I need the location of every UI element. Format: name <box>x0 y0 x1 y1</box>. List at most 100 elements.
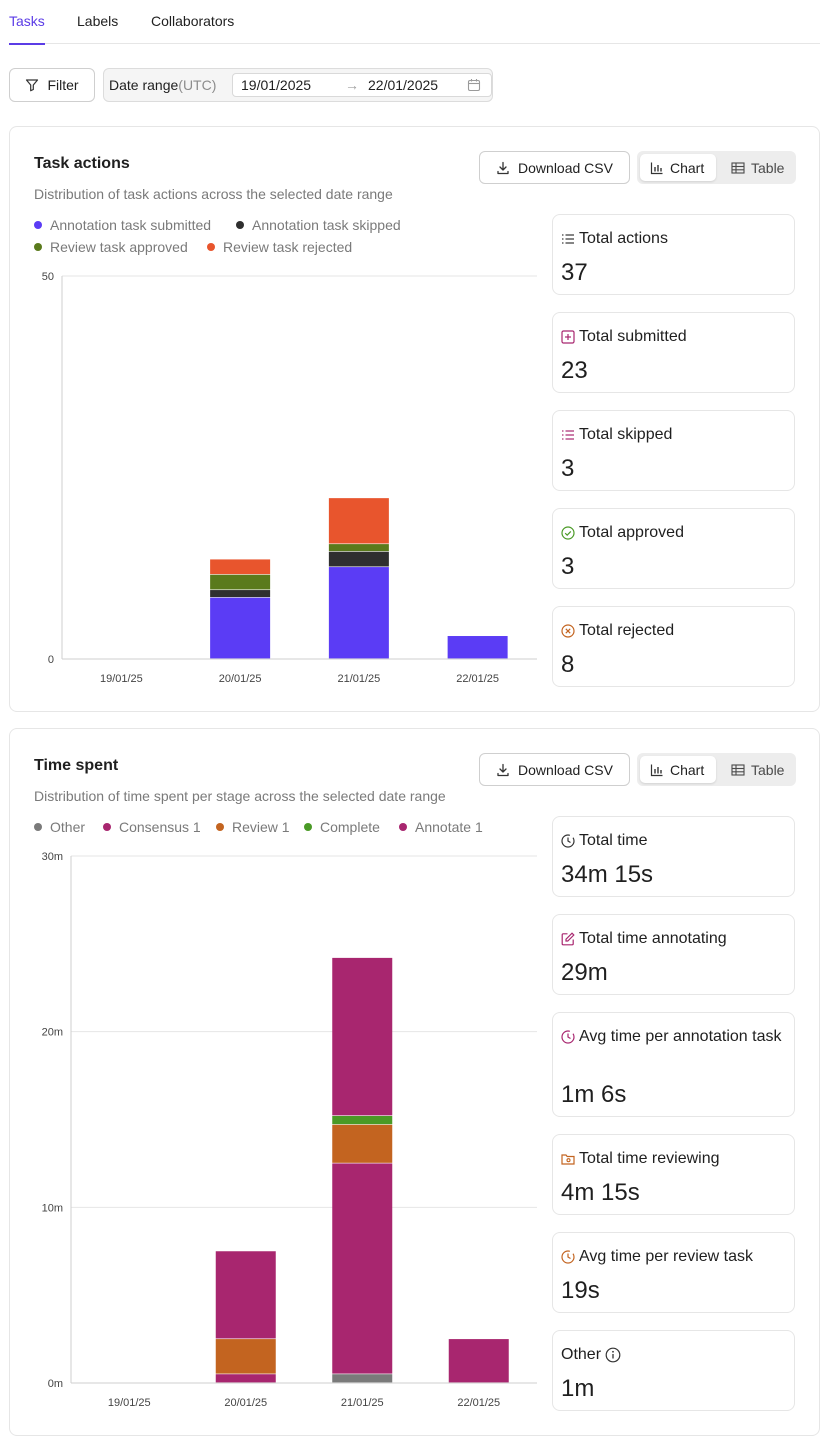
stat-label: Total time reviewing <box>579 1150 720 1167</box>
download-icon <box>497 763 509 776</box>
arrow-right-icon: → <box>345 77 359 93</box>
legend-dot <box>34 243 42 251</box>
stat-value: 3 <box>561 553 575 580</box>
stat-value: 4m 15s <box>561 1179 640 1206</box>
legend-item-complete[interactable]: Complete <box>304 819 380 835</box>
bar-segment[interactable] <box>210 590 271 598</box>
bar-chart-icon <box>650 162 663 174</box>
bar-segment[interactable] <box>332 957 393 1116</box>
legend-dot <box>103 823 111 831</box>
filter-icon <box>26 79 39 92</box>
bar-segment[interactable] <box>210 574 271 590</box>
legend-label: Other <box>50 819 86 835</box>
stat-value: 8 <box>561 651 575 678</box>
task-actions-card: Task actions Distribution of task action… <box>9 126 820 712</box>
date-to-input[interactable]: 22/01/2025 <box>368 77 439 93</box>
plus-square-icon <box>561 330 575 344</box>
stat-total-time-annotating: Total time annotating 29m <box>552 914 795 995</box>
bar-segment[interactable] <box>210 559 271 575</box>
legend-dot <box>304 823 312 831</box>
stat-label: Total submitted <box>579 328 687 345</box>
legend-label: Complete <box>320 819 380 835</box>
stat-value: 23 <box>561 357 588 384</box>
x-tick-label: 22/01/25 <box>456 673 499 685</box>
y-tick-label: 0m <box>48 1378 63 1390</box>
bar-segment[interactable] <box>328 567 389 659</box>
bar-segment[interactable] <box>215 1251 276 1339</box>
stat-total-skipped: Total skipped 3 <box>552 410 795 491</box>
check-circle-icon <box>561 526 575 540</box>
legend-label: Annotate 1 <box>415 819 483 835</box>
bar-segment[interactable] <box>332 1163 393 1374</box>
clock-icon <box>561 1030 575 1044</box>
x-tick-label: 19/01/25 <box>100 673 143 685</box>
legend-item-annotate-1[interactable]: Annotate 1 <box>399 819 483 835</box>
info-icon[interactable] <box>605 1347 621 1363</box>
date-from-input[interactable]: 19/01/2025 <box>241 77 312 93</box>
legend-label: Annotation task submitted <box>50 217 212 233</box>
bar-segment[interactable] <box>210 597 271 659</box>
tab-tasks[interactable]: Tasks <box>9 13 45 45</box>
stat-value: 3 <box>561 455 575 482</box>
bar-segment[interactable] <box>332 1115 393 1125</box>
bar-segment[interactable] <box>332 1374 393 1383</box>
legend-item-annotation-submitted[interactable]: Annotation task submitted <box>34 217 211 233</box>
filter-label: Filter <box>47 77 79 93</box>
bar-segment[interactable] <box>215 1374 276 1383</box>
table-view-label: Table <box>751 761 785 778</box>
chart-view-button[interactable]: Chart <box>640 756 716 783</box>
legend-item-other[interactable]: Other <box>34 819 85 835</box>
tab-collaborators[interactable]: Collaborators <box>151 13 235 29</box>
stat-total-time: Total time 34m 15s <box>552 816 795 897</box>
download-csv-label: Download CSV <box>518 761 613 778</box>
bar-segment[interactable] <box>215 1339 276 1374</box>
task-actions-title: Task actions <box>34 155 130 172</box>
legend-item-consensus-1[interactable]: Consensus 1 <box>103 819 201 835</box>
legend-label: Review task rejected <box>223 239 353 255</box>
bar-segment[interactable] <box>332 1124 393 1163</box>
calendar-icon[interactable] <box>467 78 481 92</box>
legend-dot <box>399 823 407 831</box>
x-tick-label: 22/01/25 <box>457 1397 500 1409</box>
table-view-button[interactable]: Table <box>721 154 794 181</box>
task-actions-view-toggle: Chart Table <box>637 151 796 184</box>
table-view-button[interactable]: Table <box>721 756 794 783</box>
bar-segment[interactable] <box>448 1339 509 1383</box>
legend-item-annotation-skipped[interactable]: Annotation task skipped <box>236 217 401 233</box>
stat-avg-time-per-review-task: Avg time per review task 19s <box>552 1232 795 1313</box>
stat-value: 19s <box>561 1277 600 1304</box>
chart-view-label: Chart <box>670 159 705 176</box>
tab-labels[interactable]: Labels <box>77 13 119 29</box>
edit-icon <box>561 932 575 946</box>
legend-item-review-approved[interactable]: Review task approved <box>34 239 188 255</box>
stat-total-submitted: Total submitted 23 <box>552 312 795 393</box>
bar-segment[interactable] <box>328 544 389 552</box>
time-spent-download-csv-button[interactable]: Download CSV <box>479 753 630 786</box>
list-icon <box>562 234 574 244</box>
stat-value: 1m <box>561 1375 595 1402</box>
bar-segment[interactable] <box>328 498 389 544</box>
date-range-picker: Date range (UTC) 19/01/2025 → 22/01/2025 <box>103 68 493 102</box>
stat-label: Total rejected <box>579 622 675 639</box>
y-tick-label: 20m <box>42 1027 63 1039</box>
stat-label: Total approved <box>579 524 684 541</box>
bar-segment[interactable] <box>328 551 389 567</box>
time-spent-subtitle: Distribution of time spent per stage acr… <box>34 788 446 804</box>
legend-item-review-rejected[interactable]: Review task rejected <box>207 239 352 255</box>
legend-dot <box>236 221 244 229</box>
stat-total-actions: Total actions 37 <box>552 214 795 295</box>
chart-view-button[interactable]: Chart <box>640 154 716 181</box>
x-tick-label: 21/01/25 <box>341 1397 384 1409</box>
filter-button[interactable]: Filter <box>9 68 95 102</box>
task-actions-download-csv-button[interactable]: Download CSV <box>479 151 630 184</box>
legend-item-review-1[interactable]: Review 1 <box>216 819 290 835</box>
date-range-input[interactable]: 19/01/2025 → 22/01/2025 <box>232 73 492 97</box>
legend-dot <box>207 243 215 251</box>
x-tick-label: 20/01/25 <box>224 1397 267 1409</box>
stat-label: Avg time per annotation task <box>579 1028 782 1045</box>
y-tick-label: 0 <box>48 654 54 666</box>
bar-segment[interactable] <box>447 636 508 659</box>
y-tick-label: 10m <box>42 1202 63 1214</box>
stat-value: 1m 6s <box>561 1081 627 1108</box>
stat-label: Total time <box>579 832 648 849</box>
